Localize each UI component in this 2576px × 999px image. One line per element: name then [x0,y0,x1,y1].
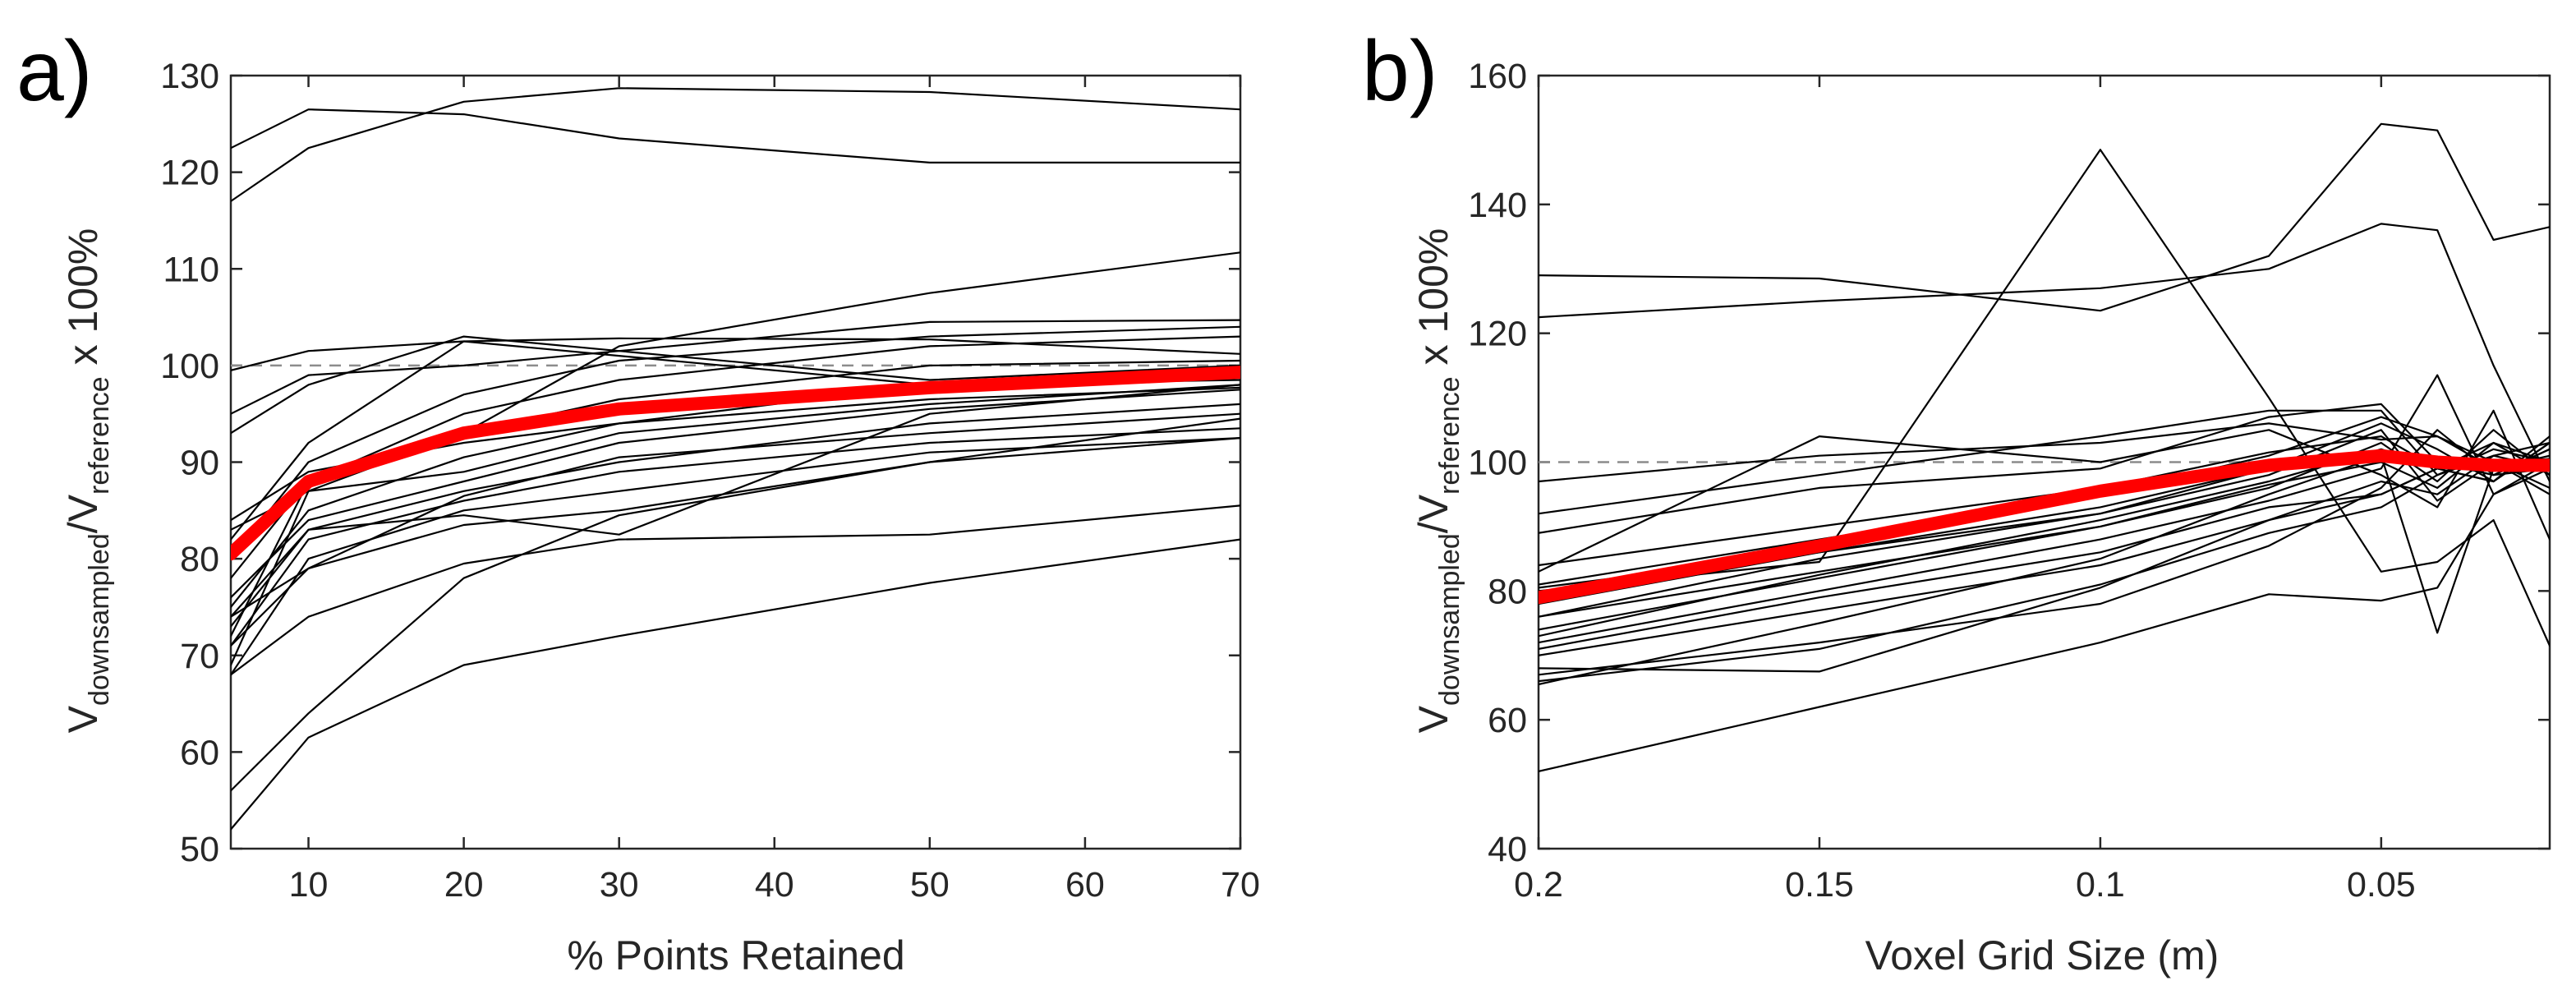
panel-b: b) Vdownsampled/Vreference x 100% Voxel … [1362,24,2551,978]
panel-a-y-tick-label: 120 [160,154,219,193]
panel-b-y-tick-label: 40 [1488,830,1527,869]
panel-a-series-line [231,325,1240,560]
panel-a-series-line [231,389,1240,599]
panel-a-x-tick-label: 20 [444,865,484,905]
panel-a-series-line [231,417,1240,792]
panel-a-letter: a) [16,24,92,119]
panel-a-y-tick-label: 100 [160,347,219,386]
panel-b-y-tick-label: 120 [1468,315,1527,354]
panel-b-x-tick-label: 0.2 [1514,865,1563,905]
panel-a-x-tick-label: 70 [1221,865,1260,905]
panel-b-series-line [1539,435,2550,567]
panel-b-y-tick-label: 140 [1468,186,1527,225]
panel-a-series-line [231,504,1240,676]
panel-a-y-tick-label: 70 [180,637,219,676]
panel-b-series-line [1539,422,2550,605]
panel-a-series-line [231,412,1240,618]
panel-a-y-tick-label: 60 [180,733,219,772]
panel-b-y-axis-label: Vdownsampled/Vreference x 100% [1410,228,1465,734]
panel-b-series-line [1539,374,2550,644]
panel-a-x-tick-label: 30 [600,865,639,905]
panel-b-x-axis-label: Voxel Grid Size (m) [1865,932,2220,978]
panel-b-series-line [1539,454,2550,686]
panel-a-series-line [231,251,1240,638]
panel-b-x-tick-label: 0.15 [1785,865,1854,905]
panel-a-series-line [231,538,1240,831]
panel-b-mean-series-line [1539,449,2550,605]
panel-a-series-line [231,108,1240,163]
panel-a-series-line [231,436,1240,676]
panel-a-x-tick-label: 10 [289,865,329,905]
panel-a-x-tick-label: 50 [910,865,950,905]
panel-b-series-line [1539,441,2550,618]
panel-a-series-line [231,337,1240,371]
panel-a-plot-area: 50 60 70 80 90 100 110 120 130 10 20 30 40 50 60 70 [160,57,1260,905]
panel-b-series-line [1539,448,2550,638]
panel-a-y-tick-label: 110 [163,250,219,289]
svg-text:Vdownsampled/Vreference x 100%: Vdownsampled/Vreference x 100% [1410,228,1465,734]
panel-a-mean-series-line [231,366,1240,561]
panel-b-series-line [1539,223,2550,483]
panel-a-series-line [231,87,1240,202]
panel-b-x-tick-label: 0.05 [2347,865,2416,905]
panel-a-series-line [231,386,1240,522]
panel-b-series-line [1539,409,2550,573]
panel-a-series-line [231,335,1240,435]
panel-a-x-axis-label: % Points Retained [567,932,904,978]
panel-b-y-tick-label: 80 [1488,572,1527,611]
panel-b-series-line [1539,441,2550,651]
panel-a-x-tick-label: 40 [755,865,794,905]
svg-text:Vdownsampled/Vreference x 100%: Vdownsampled/Vreference x 100% [60,228,115,734]
panel-b-series-line [1539,448,2550,683]
panel-b-series-line [1539,441,2550,673]
panel-b-series-group [1539,122,2550,773]
panel-a-series-line [231,436,1240,647]
panel-a-y-tick-label: 130 [160,57,219,96]
panel-a-y-tick-label: 90 [180,444,219,483]
panel-b-y-tick-label: 100 [1468,444,1527,483]
panel-b-letter: b) [1362,24,1438,119]
panel-a-series-line [231,427,1240,647]
panel-b-y-tick-label: 60 [1488,701,1527,740]
panel-b-x-tick-label: 0.1 [2076,865,2125,905]
panel-b-series-line [1539,461,2550,773]
panel-a-y-tick-label: 50 [180,830,219,869]
panel-a-y-axis-label: Vdownsampled/Vreference x 100% [60,228,115,734]
panel-b-series-line [1539,122,2550,312]
panel-b-y-tick-label: 160 [1468,57,1527,96]
panel-a-series-line [231,403,1240,628]
panel-a-y-tick-label: 80 [180,540,219,579]
panel-b-plot-area: 40 60 80 100 120 140 160 0.2 0.15 0.1 0.05 [1468,57,2551,905]
panel-b-series-line [1539,422,2550,495]
panel-a-series-line [231,384,1240,618]
panel-a-series-group [231,87,1240,831]
panel-a-series-line [231,319,1240,415]
panel-a-x-tick-label: 60 [1065,865,1105,905]
panel-a: a) Vdownsampled/Vreference x 100% % Poin… [16,24,1260,978]
